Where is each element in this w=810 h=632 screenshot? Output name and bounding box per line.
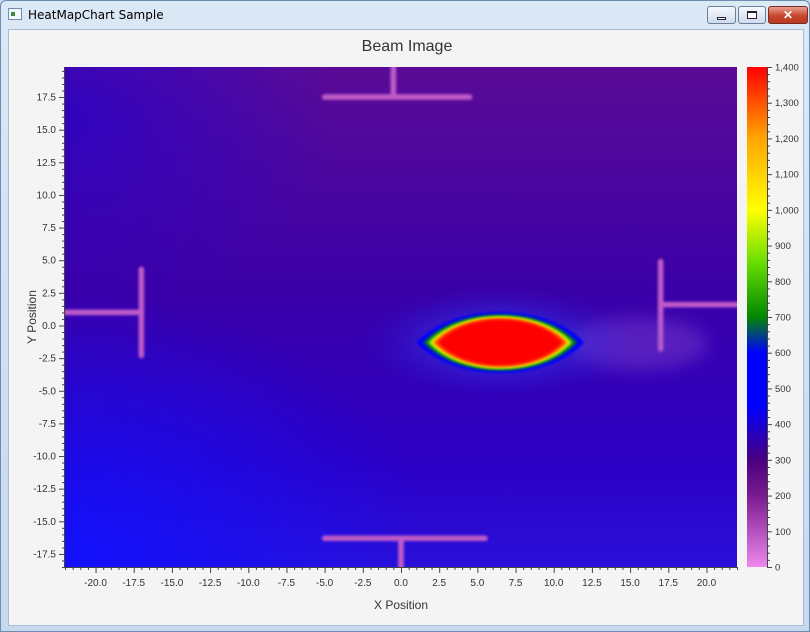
y-tick-label: 10.0 [37,190,57,201]
reference-mark-bottom [321,535,488,567]
x-tick-label: -10.0 [237,578,260,589]
x-tick-label: -15.0 [161,578,184,589]
y-tick-label: 5.0 [42,256,56,267]
x-tick-label: -5.0 [316,578,334,589]
colorbar-tick-label: 800 [775,277,791,288]
y-tick-label: 17.5 [37,93,57,104]
heatmap-chart: Beam Image [25,38,799,612]
y-tick-label: -5.0 [39,386,57,397]
x-tick-label: 7.5 [509,578,523,589]
y-tick-label: -10.0 [33,452,56,463]
y-tick-label: -17.5 [33,549,56,560]
colorbar-tick-label: 1,100 [775,170,799,181]
close-button[interactable]: ✕ [768,6,808,24]
colorbar-tick-label: 400 [775,420,791,431]
colorbar: 0 100 200 300 400 500 600 700 800 900 1,000 1,100 1,… [747,63,799,574]
y-tick-label: 12.5 [37,158,57,169]
colorbar-tick-label: 1,000 [775,205,799,216]
y-tick-label: 0.0 [42,321,56,332]
minimize-icon [717,16,726,20]
colorbar-tick-label: 100 [775,527,791,538]
x-axis-label: X Position [374,598,428,612]
colorbar-tick-label: 0 [775,563,780,574]
reference-mark-left [65,266,145,359]
colorbar-tick-label: 300 [775,455,791,466]
colorbar-tick-label: 600 [775,348,791,359]
colorbar-tick-label: 500 [775,384,791,395]
colorbar-tick-label: 1,400 [775,63,799,74]
colorbar-tick-label: 1,200 [775,134,799,145]
x-tick-label: 12.5 [582,578,602,589]
y-axis-label: Y Position [25,290,39,344]
colorbar-tick-label: 1,300 [775,98,799,109]
colorbar-tick-label: 700 [775,313,791,324]
colorbar-gradient [747,67,767,567]
y-tick-label: 7.5 [42,223,56,234]
x-axis: -20.0 -17.5 -15.0 -12.5 -10.0 -7.5 -5.0 -2.5 0.0… [65,567,738,589]
y-tick-label: -15.0 [33,517,56,528]
x-tick-label: -20.0 [84,578,107,589]
x-tick-label: 10.0 [544,578,564,589]
app-icon [8,8,22,20]
beam-contour [438,319,563,366]
x-tick-label: -2.5 [354,578,372,589]
y-tick-label: 15.0 [37,125,57,136]
x-tick-label: -12.5 [199,578,222,589]
y-axis: 17.5 15.0 12.5 10.0 7.5 5.0 2.5 0.0 -2.5 -5.0 -7.5… [33,67,65,568]
reference-mark-top [321,67,473,100]
window-title: HeatMapChart Sample [28,8,164,22]
x-tick-label: 15.0 [620,578,640,589]
y-tick-label: -2.5 [39,354,57,365]
y-tick-label: -7.5 [39,419,57,430]
y-tick-label: 2.5 [42,288,56,299]
x-tick-label: 2.5 [432,578,446,589]
x-tick-label: 20.0 [697,578,717,589]
colorbar-tick-label: 200 [775,491,791,502]
x-tick-label: 0.0 [394,578,408,589]
x-tick-label: -17.5 [122,578,145,589]
x-tick-label: -7.5 [278,578,296,589]
close-icon: ✕ [782,8,794,22]
chart-area: Beam Image [8,29,804,626]
x-tick-label: 5.0 [470,578,484,589]
x-tick-label: 17.5 [659,578,679,589]
minimize-button[interactable] [707,6,736,24]
maximize-button[interactable] [738,6,766,24]
colorbar-tick-label: 900 [775,241,791,252]
y-tick-label: -12.5 [33,484,56,495]
maximize-icon [747,11,757,19]
chart-title: Beam Image [362,38,453,55]
heatmap-image [65,67,737,567]
title-bar[interactable]: HeatMapChart Sample ✕ [1,1,809,29]
